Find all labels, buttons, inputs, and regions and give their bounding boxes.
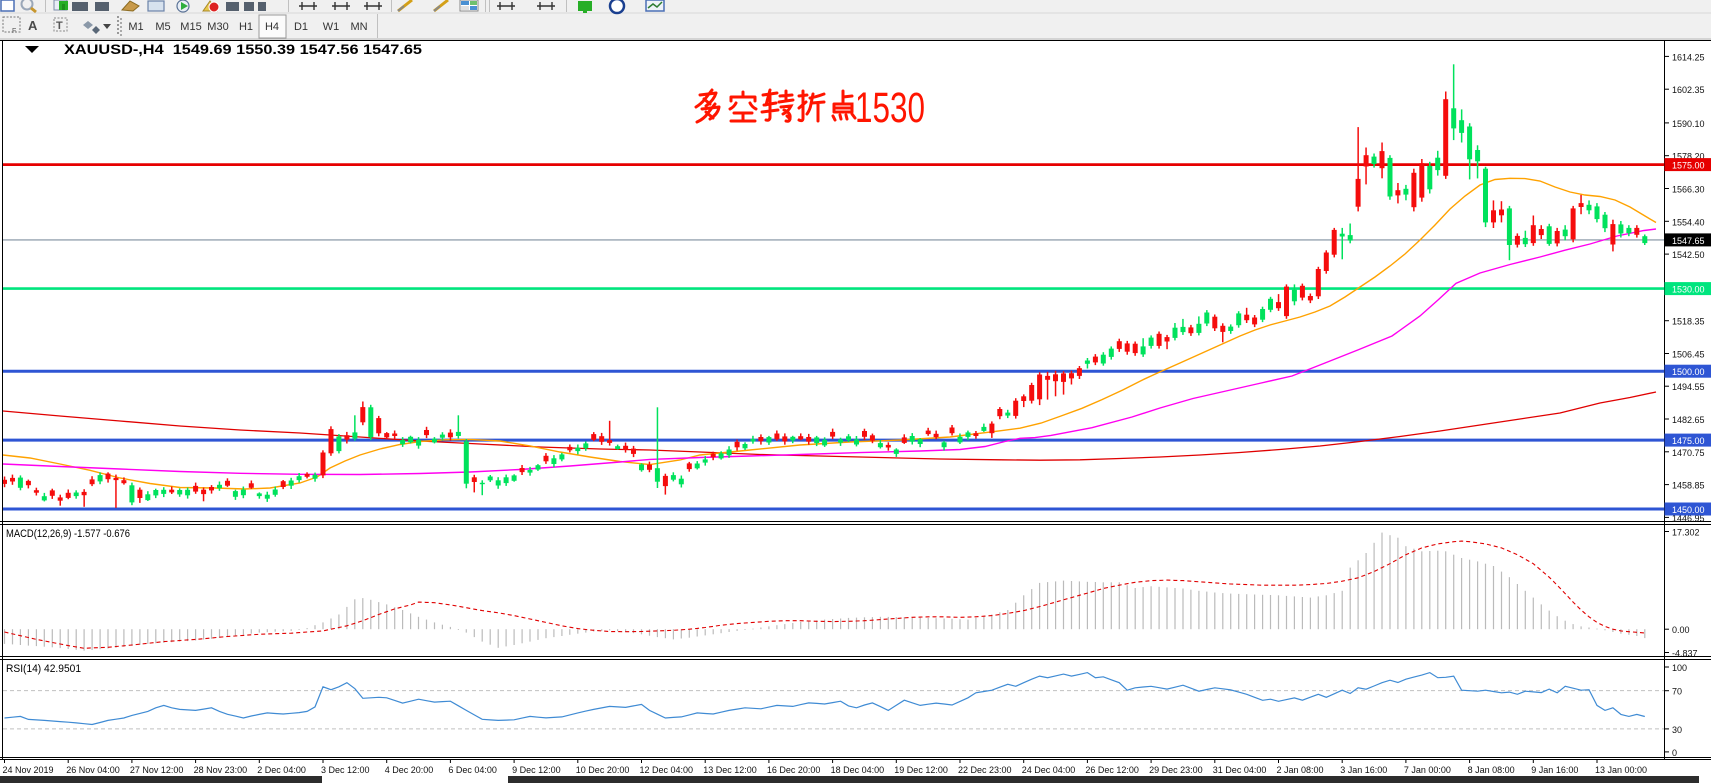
svg-text:26 Dec 12:00: 26 Dec 12:00 <box>1085 765 1139 775</box>
svg-text:6 Dec 04:00: 6 Dec 04:00 <box>448 765 497 775</box>
svg-text:0: 0 <box>1672 748 1677 758</box>
svg-text:29 Dec 23:00: 29 Dec 23:00 <box>1149 765 1203 775</box>
svg-text:1614.25: 1614.25 <box>1672 52 1705 62</box>
svg-text:M15: M15 <box>180 21 201 33</box>
svg-text:MACD(12,26,9) -1.577 -0.676: MACD(12,26,9) -1.577 -0.676 <box>6 528 130 540</box>
svg-text:4 Dec 20:00: 4 Dec 20:00 <box>385 765 434 775</box>
svg-text:A: A <box>28 18 38 33</box>
svg-text:RSI(14) 42.9501: RSI(14) 42.9501 <box>6 663 81 675</box>
svg-text:13 Dec 12:00: 13 Dec 12:00 <box>703 765 757 775</box>
svg-text:8 Jan 08:00: 8 Jan 08:00 <box>1468 765 1515 775</box>
svg-text:1475.00: 1475.00 <box>1672 436 1705 446</box>
svg-text:24 Nov 2019: 24 Nov 2019 <box>3 765 54 775</box>
svg-text:1590.10: 1590.10 <box>1672 119 1705 129</box>
svg-text:1602.35: 1602.35 <box>1672 85 1705 95</box>
svg-text:26 Nov 04:00: 26 Nov 04:00 <box>66 765 120 775</box>
svg-text:2 Jan 08:00: 2 Jan 08:00 <box>1277 765 1324 775</box>
svg-text:27 Nov 12:00: 27 Nov 12:00 <box>130 765 184 775</box>
svg-text:M1: M1 <box>128 21 143 33</box>
svg-text:1500.00: 1500.00 <box>1672 367 1705 377</box>
svg-text:M5: M5 <box>155 21 170 33</box>
svg-text:1458.85: 1458.85 <box>1672 481 1705 491</box>
svg-text:2 Dec 04:00: 2 Dec 04:00 <box>257 765 306 775</box>
svg-text:30: 30 <box>1672 725 1682 735</box>
svg-text:70: 70 <box>1672 687 1682 697</box>
svg-text:22 Dec 23:00: 22 Dec 23:00 <box>958 765 1012 775</box>
svg-text:1575.00: 1575.00 <box>1672 161 1705 171</box>
svg-text:1542.50: 1542.50 <box>1672 250 1705 260</box>
svg-text:0.00: 0.00 <box>1672 625 1690 635</box>
svg-text:19 Dec 12:00: 19 Dec 12:00 <box>894 765 948 775</box>
svg-text:28 Nov 23:00: 28 Nov 23:00 <box>194 765 248 775</box>
svg-text:H4: H4 <box>265 21 279 33</box>
svg-text:16 Dec 20:00: 16 Dec 20:00 <box>767 765 821 775</box>
svg-text:1494.55: 1494.55 <box>1672 382 1705 392</box>
svg-text:1482.65: 1482.65 <box>1672 415 1705 425</box>
svg-text:D1: D1 <box>294 21 308 33</box>
svg-text:1450.00: 1450.00 <box>1672 505 1705 515</box>
svg-text:24 Dec 04:00: 24 Dec 04:00 <box>1022 765 1076 775</box>
svg-text:3 Dec 12:00: 3 Dec 12:00 <box>321 765 370 775</box>
svg-text:MN: MN <box>350 21 367 33</box>
svg-text:1530.00: 1530.00 <box>1672 285 1705 295</box>
svg-text:H1: H1 <box>239 21 253 33</box>
svg-text:1506.45: 1506.45 <box>1672 350 1705 360</box>
svg-text:M30: M30 <box>207 21 228 33</box>
svg-text:12 Dec 04:00: 12 Dec 04:00 <box>640 765 694 775</box>
svg-text:1518.35: 1518.35 <box>1672 317 1705 327</box>
svg-text:3 Jan 16:00: 3 Jan 16:00 <box>1340 765 1387 775</box>
svg-text:7 Jan 00:00: 7 Jan 00:00 <box>1404 765 1451 775</box>
svg-text:1446.95: 1446.95 <box>1672 513 1705 523</box>
svg-text:1547.65: 1547.65 <box>1672 236 1705 246</box>
svg-text:1578.20: 1578.20 <box>1672 152 1705 162</box>
svg-text:XAUUSD-,H4 1549.69 1550.39 15: XAUUSD-,H4 1549.69 1550.39 1547.56 1547.… <box>64 42 423 57</box>
svg-text:-4.837: -4.837 <box>1672 649 1698 659</box>
svg-text:W1: W1 <box>323 21 340 33</box>
svg-text:1470.75: 1470.75 <box>1672 448 1705 458</box>
svg-text:T: T <box>56 20 63 32</box>
svg-text:18 Dec 04:00: 18 Dec 04:00 <box>831 765 885 775</box>
svg-text:100: 100 <box>1672 663 1687 673</box>
svg-text:31 Dec 04:00: 31 Dec 04:00 <box>1213 765 1267 775</box>
svg-text:9 Dec 12:00: 9 Dec 12:00 <box>512 765 561 775</box>
svg-text:1554.40: 1554.40 <box>1672 217 1705 227</box>
svg-text:13 Jan 00:00: 13 Jan 00:00 <box>1595 765 1647 775</box>
svg-text:F: F <box>12 28 16 35</box>
svg-text:1566.30: 1566.30 <box>1672 185 1705 195</box>
svg-text:1530: 1530 <box>855 84 925 132</box>
svg-text:10 Dec 20:00: 10 Dec 20:00 <box>576 765 630 775</box>
svg-text:9 Jan 16:00: 9 Jan 16:00 <box>1531 765 1578 775</box>
svg-text:17.302: 17.302 <box>1672 528 1700 538</box>
